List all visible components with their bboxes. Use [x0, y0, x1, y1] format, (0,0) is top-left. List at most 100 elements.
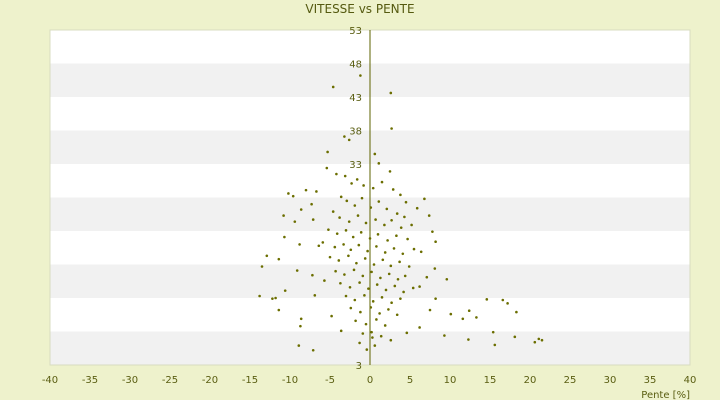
- data-point: [299, 208, 303, 211]
- data-point: [410, 223, 413, 227]
- data-point: [363, 294, 366, 297]
- data-point: [537, 337, 541, 341]
- data-point: [344, 229, 348, 232]
- data-point: [434, 240, 437, 244]
- data-point: [356, 214, 360, 217]
- x-tick-label: 10: [444, 375, 457, 386]
- data-point: [423, 197, 426, 201]
- data-point: [374, 218, 377, 221]
- data-point: [375, 245, 378, 248]
- data-point: [353, 298, 357, 302]
- x-tick-label: -35: [82, 375, 98, 386]
- data-point: [277, 257, 281, 261]
- data-point: [363, 257, 367, 260]
- data-point: [359, 74, 362, 77]
- data-point: [425, 275, 429, 279]
- data-point: [371, 336, 374, 339]
- data-point: [395, 313, 399, 317]
- y-tick-label: 48: [349, 60, 362, 71]
- data-point: [399, 297, 402, 300]
- data-point: [274, 296, 277, 300]
- x-tick-label: -10: [282, 375, 298, 386]
- data-point: [485, 298, 489, 301]
- data-point: [418, 285, 421, 288]
- data-point: [390, 127, 393, 130]
- data-point: [380, 296, 384, 299]
- data-point: [358, 341, 361, 345]
- data-point: [311, 348, 315, 352]
- data-point: [317, 244, 321, 248]
- data-point: [386, 239, 389, 242]
- data-point: [358, 281, 361, 284]
- x-tick-label: -5: [325, 375, 335, 386]
- data-point: [271, 297, 274, 300]
- data-point: [399, 226, 403, 229]
- data-point: [359, 310, 362, 314]
- data-point: [533, 340, 537, 344]
- x-tick-label: 5: [407, 375, 413, 386]
- data-point: [371, 300, 375, 303]
- data-point: [361, 332, 365, 335]
- data-point: [389, 91, 393, 95]
- data-point: [326, 150, 329, 154]
- data-point: [258, 294, 261, 298]
- data-point: [277, 308, 281, 312]
- data-point: [348, 285, 352, 289]
- data-point: [395, 234, 398, 237]
- data-point: [352, 268, 356, 272]
- data-point: [299, 324, 302, 328]
- data-point: [368, 237, 372, 240]
- data-point: [311, 273, 314, 277]
- data-point: [401, 252, 405, 256]
- data-point: [265, 254, 269, 258]
- data-point: [282, 214, 285, 217]
- data-point: [433, 267, 437, 270]
- data-point: [402, 290, 405, 294]
- data-point: [369, 206, 373, 209]
- data-point: [344, 294, 348, 298]
- data-point: [396, 277, 400, 281]
- data-point: [372, 263, 376, 266]
- data-point: [403, 215, 406, 219]
- data-point: [343, 135, 346, 138]
- data-point: [419, 250, 423, 254]
- data-point: [387, 308, 390, 311]
- data-point: [377, 162, 381, 165]
- data-point: [299, 317, 303, 321]
- data-points: [258, 74, 544, 352]
- y-tick-label: 53: [349, 26, 362, 37]
- data-point: [313, 294, 317, 297]
- data-point: [415, 206, 419, 210]
- data-point: [297, 344, 301, 347]
- data-point: [287, 192, 290, 195]
- data-point: [260, 265, 264, 268]
- data-point: [398, 260, 401, 264]
- data-point: [331, 210, 335, 213]
- data-point: [357, 243, 361, 247]
- data-point: [327, 228, 330, 231]
- data-point: [427, 214, 431, 217]
- data-point: [375, 318, 378, 321]
- data-point: [383, 251, 387, 254]
- data-point: [353, 204, 357, 207]
- data-point: [334, 269, 337, 273]
- data-point: [343, 273, 346, 276]
- data-point: [431, 230, 434, 233]
- data-point: [379, 334, 383, 338]
- data-point: [412, 247, 416, 251]
- data-point: [347, 254, 350, 258]
- data-point: [350, 182, 353, 185]
- data-point: [359, 231, 363, 234]
- data-point: [310, 202, 313, 206]
- data-point: [323, 279, 326, 282]
- data-point: [328, 255, 332, 259]
- data-point: [418, 326, 421, 329]
- data-point: [325, 166, 329, 170]
- data-point: [339, 281, 342, 285]
- y-tick-label: 43: [349, 93, 362, 104]
- data-point: [405, 331, 409, 335]
- data-point: [380, 180, 384, 184]
- data-point: [331, 85, 335, 89]
- data-point: [475, 316, 478, 319]
- data-point: [404, 200, 408, 204]
